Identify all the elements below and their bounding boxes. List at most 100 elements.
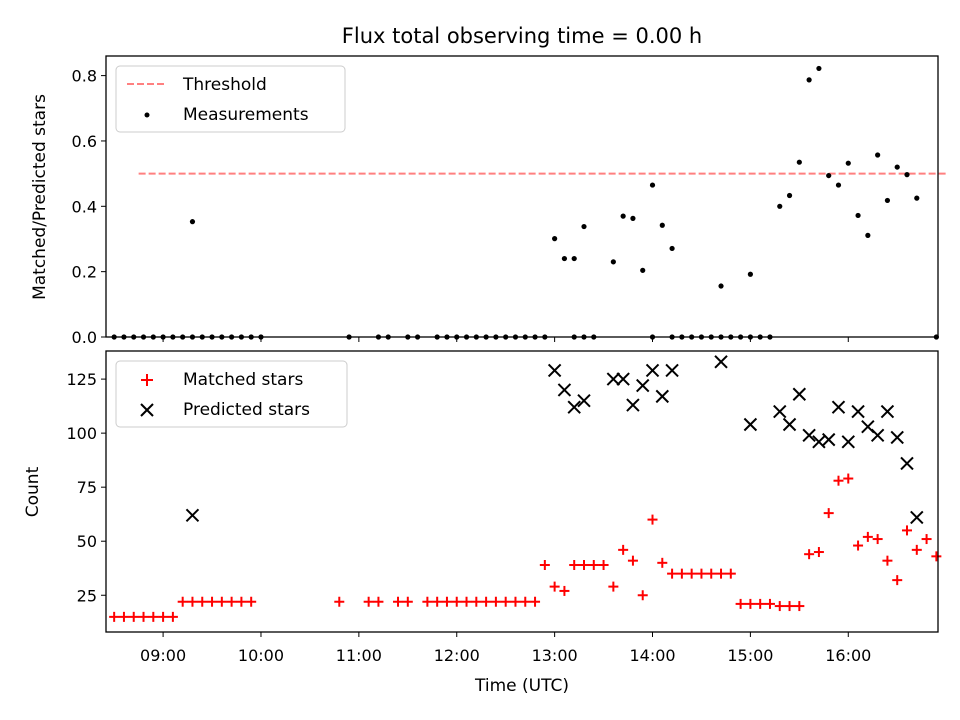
ratio-legend-frame [115, 65, 346, 133]
ratio-y-tick-label: 0.8 [72, 67, 97, 86]
matched-star-marker [578, 559, 589, 570]
matched-star-marker [676, 568, 687, 579]
measurement-point [649, 182, 656, 188]
matched-star-marker [334, 596, 345, 607]
measurement-point [747, 271, 753, 277]
matched-star-marker [657, 557, 668, 568]
ratio-panel: 0.00.20.40.60.8 Matched/Predicted stars … [30, 55, 947, 347]
matched-star-marker [745, 598, 756, 609]
matched-star-marker [804, 549, 815, 560]
measurement-point [855, 212, 861, 219]
matched-star-marker [520, 596, 531, 607]
measurement-point [884, 197, 891, 204]
x-tick-label: 14:00 [629, 646, 675, 665]
matched-star-marker [755, 598, 766, 609]
predicted-star-marker [714, 355, 728, 369]
x-axis-label: Time (UTC) [474, 676, 569, 696]
matched-star-marker [794, 601, 805, 612]
matched-star-marker [559, 585, 570, 596]
measurement-point [581, 223, 587, 230]
matched-star-marker [197, 596, 208, 607]
matched-star-marker [177, 596, 188, 607]
legend-predicted-swatch [140, 403, 154, 417]
counts-y-axis: 25 50 75 100 125 [66, 370, 106, 605]
measurement-point [571, 255, 577, 262]
matched-star-marker [530, 596, 541, 607]
counts-plot-frame [105, 350, 939, 633]
predicted-star-marker [782, 417, 797, 432]
matched-star-marker [843, 473, 854, 484]
measurement-point [718, 283, 724, 289]
ratio-x-axis [162, 337, 849, 342]
matched-star-marker [109, 611, 120, 622]
matched-star-marker [500, 596, 511, 607]
matched-star-marker [549, 581, 560, 592]
measurement-point [875, 152, 881, 158]
matched-star-marker [686, 568, 697, 579]
counts-y-tick-label: 125 [66, 370, 97, 389]
ratio-plot-frame [105, 55, 939, 338]
matched-star-marker [882, 555, 893, 566]
ratio-y-axis-label: Matched/Predicted stars [30, 94, 50, 300]
legend-threshold-label: Threshold [182, 75, 267, 95]
predicted-star-marker [890, 430, 904, 445]
matched-star-marker [432, 596, 443, 607]
matched-star-marker [902, 525, 913, 536]
predicted-star-marker [547, 363, 562, 378]
counts-plot-content [109, 355, 942, 622]
measurement-point [786, 192, 793, 199]
predicted-star-marker [665, 363, 679, 378]
predicted-star-marker [792, 387, 807, 401]
counts-y-tick-label: 100 [66, 424, 97, 443]
measurement-point [640, 267, 646, 273]
x-tick-label: 13:00 [532, 646, 578, 665]
matched-star-marker [167, 611, 178, 622]
matched-star-marker [451, 596, 462, 607]
predicted-star-marker [880, 404, 895, 419]
matched-star-marker [216, 596, 227, 607]
x-tick-label: 15:00 [727, 646, 773, 665]
matched-star-marker [226, 596, 237, 607]
ratio-y-axis: 0.0 0.2 0.4 0.6 0.8 [72, 67, 106, 347]
matched-star-marker [422, 596, 433, 607]
legend-matched-swatch [141, 374, 153, 386]
x-tick-label: 09:00 [140, 646, 186, 665]
matched-star-marker [637, 590, 648, 601]
matched-star-marker [921, 534, 932, 545]
predicted-star-marker [655, 389, 670, 404]
predicted-star-marker [870, 428, 885, 443]
x-tick-label: 12:00 [434, 646, 480, 665]
predicted-star-marker [802, 428, 816, 443]
counts-panel: 25 50 75 100 125 09:00 10:00 11:00 12:00 13:00 14… [23, 350, 942, 696]
matched-star-marker [853, 540, 864, 551]
matched-star-marker [911, 544, 922, 555]
matched-star-marker [128, 611, 139, 622]
legend-predicted-label: Predicted stars [183, 400, 310, 420]
measurement-point [620, 213, 626, 219]
matched-star-marker [627, 555, 638, 566]
matched-star-marker [618, 544, 629, 555]
predicted-star-marker [851, 404, 865, 419]
measurement-point [835, 182, 842, 188]
counts-y-tick-label: 25 [77, 586, 97, 605]
matched-star-marker [716, 568, 727, 579]
legend-measurements-swatch [144, 112, 150, 118]
counts-y-tick-label: 75 [77, 478, 97, 497]
matched-star-marker [490, 596, 501, 607]
predicted-star-marker [616, 372, 630, 386]
measurement-point [777, 203, 783, 209]
x-tick-label: 16:00 [825, 646, 871, 665]
matched-star-marker [393, 596, 404, 607]
ratio-y-tick-label: 0.2 [72, 263, 97, 282]
matched-star-marker [647, 514, 658, 525]
measurement-point [561, 255, 568, 262]
measurement-point [610, 259, 616, 265]
matched-star-marker [833, 475, 844, 486]
matched-star-marker [735, 598, 746, 609]
ratio-y-tick-label: 0.0 [72, 328, 97, 347]
predicted-star-marker [841, 435, 855, 449]
measurement-point [894, 164, 900, 170]
matched-star-marker [813, 547, 824, 558]
measurement-point [806, 77, 812, 83]
ratio-y-tick-label: 0.4 [72, 197, 97, 216]
